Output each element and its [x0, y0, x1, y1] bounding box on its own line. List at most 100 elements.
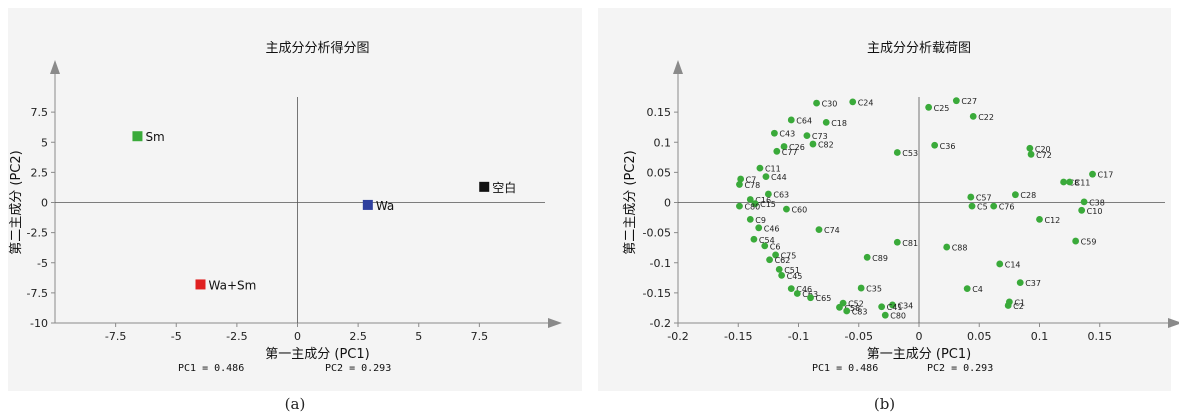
- data-point: [963, 285, 971, 293]
- data-point-label: C89: [872, 254, 888, 263]
- data-point: [362, 199, 373, 210]
- loading-plot-svg: 主成分分析载荷图0.150.10.050-0.05-0.1-0.15-0.2-0…: [623, 41, 1179, 374]
- data-point: [787, 285, 795, 293]
- data-point: [1066, 178, 1074, 186]
- data-point-label: C77: [782, 148, 798, 157]
- data-point-label: C25: [934, 104, 950, 113]
- data-point: [836, 303, 843, 311]
- data-point: [893, 149, 901, 156]
- y-tick-label: -0.05: [643, 227, 671, 240]
- data-point: [737, 175, 745, 183]
- x-tick-label: -7.5: [105, 330, 126, 343]
- x-tick-label: 0.05: [967, 330, 992, 343]
- data-point: [889, 301, 896, 309]
- data-point-label: C6: [770, 242, 781, 251]
- data-point-label: C73: [812, 132, 828, 141]
- data-point-label: C83: [852, 307, 868, 316]
- pc2-note: PC2 = 0.293: [325, 363, 391, 374]
- y-tick-label: 0.15: [647, 106, 672, 119]
- data-point-label: C18: [831, 119, 847, 128]
- data-point: [843, 307, 851, 315]
- data-point: [1012, 191, 1019, 199]
- data-point-label: C52: [848, 300, 864, 309]
- data-point-label: C36: [940, 142, 956, 151]
- x-tick-label: -0.1: [788, 330, 809, 343]
- data-point: [780, 143, 788, 150]
- data-point: [893, 238, 901, 246]
- data-point-label: C28: [1020, 191, 1036, 200]
- data-point: [132, 131, 143, 142]
- data-point-label: C15: [760, 200, 776, 209]
- data-point: [762, 173, 770, 180]
- data-point: [793, 290, 801, 297]
- data-point-label: Wa+Sm: [209, 278, 257, 292]
- data-point: [479, 181, 490, 192]
- y-tick-label: -0.2: [650, 317, 671, 330]
- x-axis-arrow: [1168, 318, 1179, 328]
- data-point-label: C38: [1089, 198, 1105, 207]
- data-point: [736, 202, 743, 210]
- pc1-note: PC1 = 0.486: [812, 363, 878, 374]
- data-point-label: C82: [818, 141, 834, 150]
- data-point-label: C80: [890, 312, 906, 321]
- data-point: [813, 99, 820, 107]
- score-plot-caption: (a): [284, 395, 306, 413]
- data-point-label: C80: [744, 203, 760, 212]
- data-point: [772, 251, 780, 259]
- data-point-label: C24: [858, 98, 874, 107]
- y-tick-label: -0.1: [650, 257, 671, 270]
- data-point: [1004, 302, 1012, 309]
- data-point: [775, 265, 783, 273]
- data-point-label: 空白: [492, 180, 516, 195]
- pc1-note: PC1 = 0.486: [178, 363, 244, 374]
- data-point: [787, 116, 795, 124]
- data-point-label: C88: [952, 244, 968, 253]
- data-point-label: C45: [787, 272, 803, 281]
- data-point: [766, 256, 773, 264]
- data-point: [1078, 206, 1086, 214]
- loading-plot-panel: 主成分分析载荷图 0.15 0.1 0.05 0 -0.05 -0.1 -0.15 -0.2 -0…: [590, 0, 1179, 415]
- data-point-label: C37: [1025, 279, 1041, 288]
- data-point: [990, 202, 998, 210]
- data-point-label: C4: [972, 285, 983, 294]
- chart-title: 主成分分析得分图: [265, 40, 369, 56]
- data-point: [857, 284, 865, 292]
- data-point-label: C12: [1045, 216, 1061, 225]
- data-point-label: C16: [755, 196, 771, 205]
- data-point-label: C62: [775, 256, 791, 265]
- data-point-label: C11: [1075, 179, 1091, 188]
- data-point: [736, 181, 743, 188]
- data-point: [996, 260, 1004, 268]
- data-point-label: C58: [844, 304, 860, 313]
- data-point: [761, 242, 769, 250]
- data-point: [881, 311, 889, 319]
- y-tick-label: 2.5: [31, 166, 49, 179]
- data-point: [931, 141, 939, 149]
- data-point: [967, 193, 975, 201]
- data-point: [1072, 237, 1080, 245]
- x-tick-label: -0.15: [724, 330, 752, 343]
- data-point-label: C64: [796, 116, 812, 125]
- data-point-label: C63: [773, 191, 789, 200]
- x-axis-arrow: [548, 318, 562, 328]
- data-point-label: C44: [771, 173, 787, 182]
- data-point-label: C54: [759, 236, 775, 245]
- y-tick-label: 0.05: [647, 166, 672, 179]
- data-point: [746, 196, 754, 203]
- data-point-label: C9: [755, 216, 766, 225]
- data-point: [783, 205, 790, 213]
- x-axis-label: 第一主成分 (PC1): [867, 347, 971, 362]
- chart-title: 主成分分析载荷图: [867, 41, 971, 56]
- data-point-label: Sm: [145, 130, 164, 144]
- data-point-label: C43: [779, 130, 795, 139]
- data-point: [822, 118, 830, 126]
- data-point: [746, 215, 754, 223]
- x-tick-label: 2.5: [349, 330, 367, 343]
- y-tick-label: 5: [41, 136, 48, 149]
- data-point: [863, 253, 871, 261]
- data-point: [771, 129, 778, 137]
- y-tick-label: -0.15: [643, 287, 671, 300]
- data-point: [968, 202, 976, 210]
- x-tick-label: 5: [415, 330, 422, 343]
- data-point-label: C10: [1087, 207, 1103, 216]
